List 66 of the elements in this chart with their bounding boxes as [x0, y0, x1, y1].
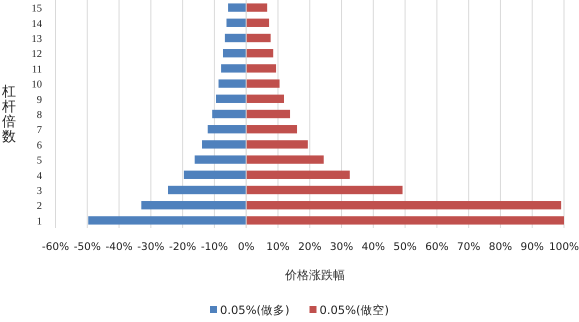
y-tick-label: 15 [32, 4, 42, 15]
x-tick-label: -20% [169, 241, 196, 253]
x-tick-label: -50% [74, 241, 101, 253]
x-tick-label: 80% [488, 241, 512, 253]
y-tick-label: 11 [32, 64, 42, 76]
bar [246, 201, 562, 210]
x-tick-label: 50% [393, 241, 417, 253]
bar [246, 125, 298, 134]
y-tick-label: 2 [36, 201, 42, 212]
bar [168, 186, 246, 194]
bar [246, 140, 308, 149]
y-tick-label: 14 [32, 18, 43, 30]
bar [246, 110, 290, 118]
bar [246, 79, 280, 88]
bar [202, 140, 246, 149]
y-tick-label: 13 [32, 34, 42, 45]
bar [208, 125, 246, 134]
bar [88, 216, 246, 225]
bar [226, 18, 246, 27]
bar [212, 110, 246, 118]
bar [246, 64, 276, 73]
x-tick-label: 70% [456, 241, 480, 253]
x-tick-label: 30% [330, 241, 354, 253]
y-tick-label: 7 [36, 125, 42, 136]
y-tick-label: 6 [36, 140, 42, 152]
x-tick-label: 20% [298, 241, 322, 253]
x-tick-label: -10% [200, 241, 228, 253]
bar [246, 170, 350, 179]
legend-label: 0.05%(做空) [320, 303, 390, 317]
x-tick-label: 0% [238, 241, 255, 253]
y-tick-label: 5 [36, 156, 42, 167]
bar [224, 34, 246, 42]
y-tick-label: 4 [36, 170, 43, 182]
bar [246, 49, 274, 58]
bar [246, 186, 403, 194]
bar [246, 34, 271, 42]
x-tick-label: -60% [42, 241, 70, 253]
x-tick-label: 10% [266, 241, 290, 253]
bar [246, 94, 284, 103]
x-tick-label: 60% [425, 241, 449, 253]
bar [246, 18, 270, 27]
y-tick-label: 9 [36, 94, 42, 106]
y-tick-label: 1 [36, 216, 42, 228]
x-axis-title: 价格涨跌幅 [284, 268, 345, 282]
y-tick-label: 10 [32, 80, 42, 91]
y-tick-label: 3 [36, 186, 42, 197]
x-tick-label: 90% [520, 241, 544, 253]
y-tick-label: 8 [36, 110, 42, 121]
x-tick-label: -40% [105, 241, 133, 253]
bar [246, 216, 564, 225]
bar [216, 94, 246, 103]
bar [141, 201, 246, 210]
x-tick-label: 100% [548, 241, 579, 253]
x-tick-label: 40% [362, 241, 385, 253]
bar [222, 49, 246, 58]
bar [184, 170, 246, 179]
bar [246, 3, 268, 12]
bar [218, 79, 246, 88]
y-tick-label: 12 [32, 49, 42, 60]
bar [194, 155, 246, 164]
bar [221, 64, 246, 73]
legend-label: 0.05%(做多) [220, 303, 290, 317]
y-axis-title: 杠杆倍数 [1, 84, 16, 145]
bar [246, 155, 324, 164]
bar [228, 3, 246, 12]
x-tick-label: -30% [137, 241, 164, 253]
